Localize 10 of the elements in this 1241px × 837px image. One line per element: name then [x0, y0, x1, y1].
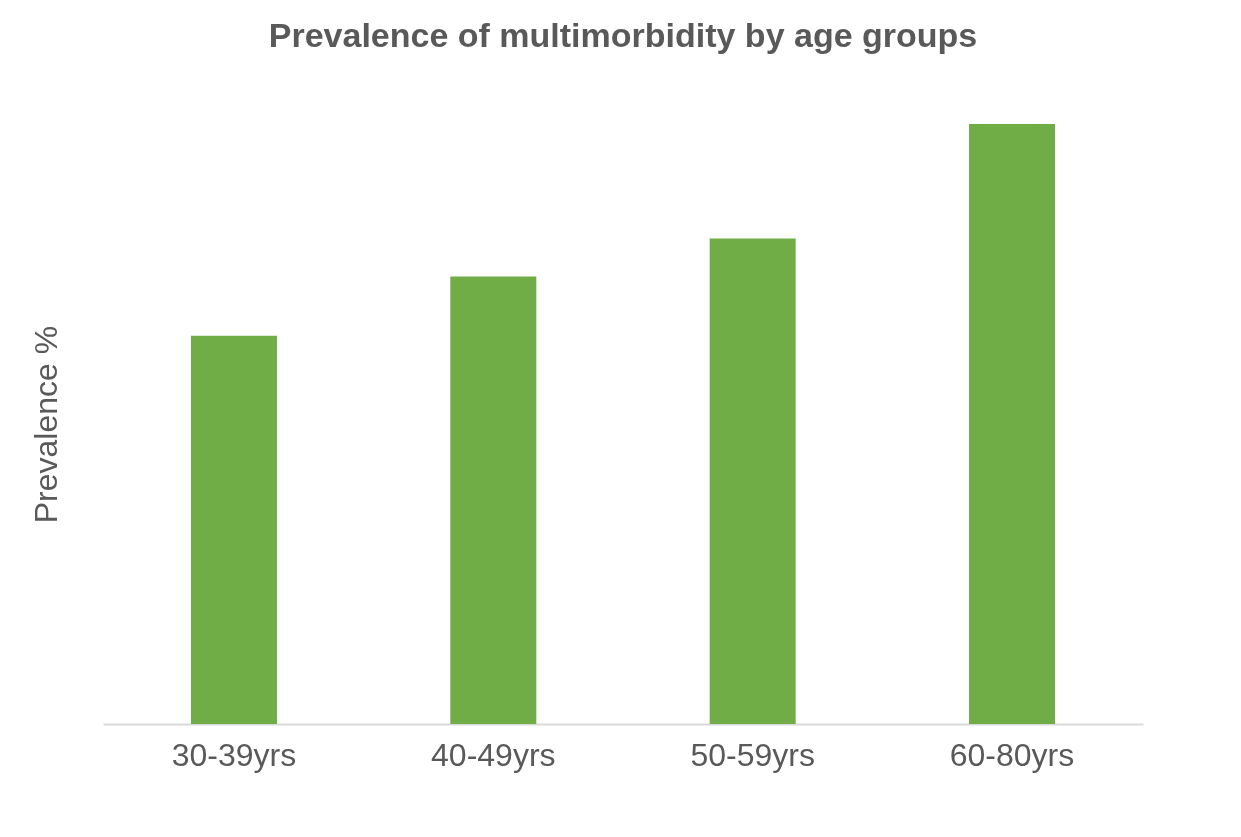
x-tick-label: 30-39yrs — [171, 736, 297, 773]
bar — [709, 238, 796, 724]
bar — [969, 124, 1056, 724]
bar — [450, 276, 537, 724]
x-tick-label: 50-59yrs — [690, 736, 815, 773]
x-tick-label: 40-49yrs — [431, 736, 556, 773]
chart-title: Prevalence of multimorbidity by age groups — [268, 16, 978, 54]
bar — [190, 335, 277, 724]
y-axis-title: Prevalence % — [27, 325, 64, 524]
x-tick-label: 60-80yrs — [949, 736, 1075, 773]
